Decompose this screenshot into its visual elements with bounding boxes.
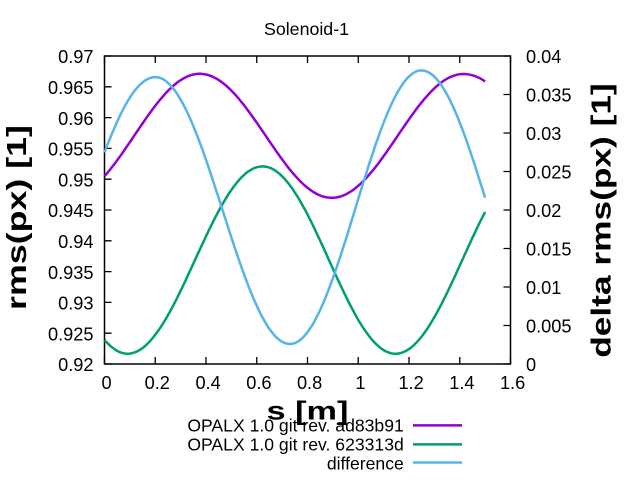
svg-text:0.8: 0.8	[297, 373, 322, 393]
svg-text:1.2: 1.2	[398, 373, 423, 393]
svg-text:0.03: 0.03	[526, 124, 561, 144]
svg-text:0: 0	[102, 373, 112, 393]
svg-text:OPALX 1.0 git rev. ad83b91: OPALX 1.0 git rev. ad83b91	[187, 416, 403, 436]
svg-text:1.6: 1.6	[500, 373, 525, 393]
svg-text:0.04: 0.04	[526, 47, 561, 67]
svg-text:0.01: 0.01	[526, 278, 561, 298]
svg-text:0.94: 0.94	[58, 232, 93, 252]
svg-text:Solenoid-1: Solenoid-1	[264, 19, 349, 39]
svg-text:1.4: 1.4	[449, 373, 474, 393]
svg-text:0.955: 0.955	[48, 140, 94, 160]
svg-text:difference: difference	[327, 453, 404, 473]
svg-text:0.95: 0.95	[58, 170, 93, 190]
svg-text:0.92: 0.92	[58, 355, 93, 375]
svg-text:delta rms(px) [1]: delta rms(px) [1]	[585, 83, 616, 357]
svg-text:0.925: 0.925	[48, 324, 94, 344]
svg-text:0.935: 0.935	[48, 263, 94, 283]
svg-text:0.6: 0.6	[246, 373, 271, 393]
svg-text:0.4: 0.4	[195, 373, 220, 393]
svg-text:rms(px) [1]: rms(px) [1]	[1, 125, 32, 310]
svg-text:0.005: 0.005	[526, 317, 572, 337]
svg-text:1: 1	[355, 373, 365, 393]
svg-text:0.96: 0.96	[58, 109, 93, 129]
svg-text:0.035: 0.035	[526, 86, 572, 106]
svg-text:0.965: 0.965	[48, 78, 94, 98]
svg-text:0.2: 0.2	[145, 373, 170, 393]
svg-text:0.93: 0.93	[58, 294, 93, 314]
svg-text:s [m]: s [m]	[267, 398, 349, 426]
svg-text:OPALX 1.0 git rev. 623313d: OPALX 1.0 git rev. 623313d	[187, 435, 403, 455]
svg-text:0.945: 0.945	[48, 201, 94, 221]
svg-text:0.97: 0.97	[58, 47, 93, 67]
svg-text:0.02: 0.02	[526, 201, 561, 221]
svg-text:0.015: 0.015	[526, 240, 572, 260]
svg-text:0: 0	[526, 355, 536, 375]
svg-text:0.025: 0.025	[526, 163, 572, 183]
